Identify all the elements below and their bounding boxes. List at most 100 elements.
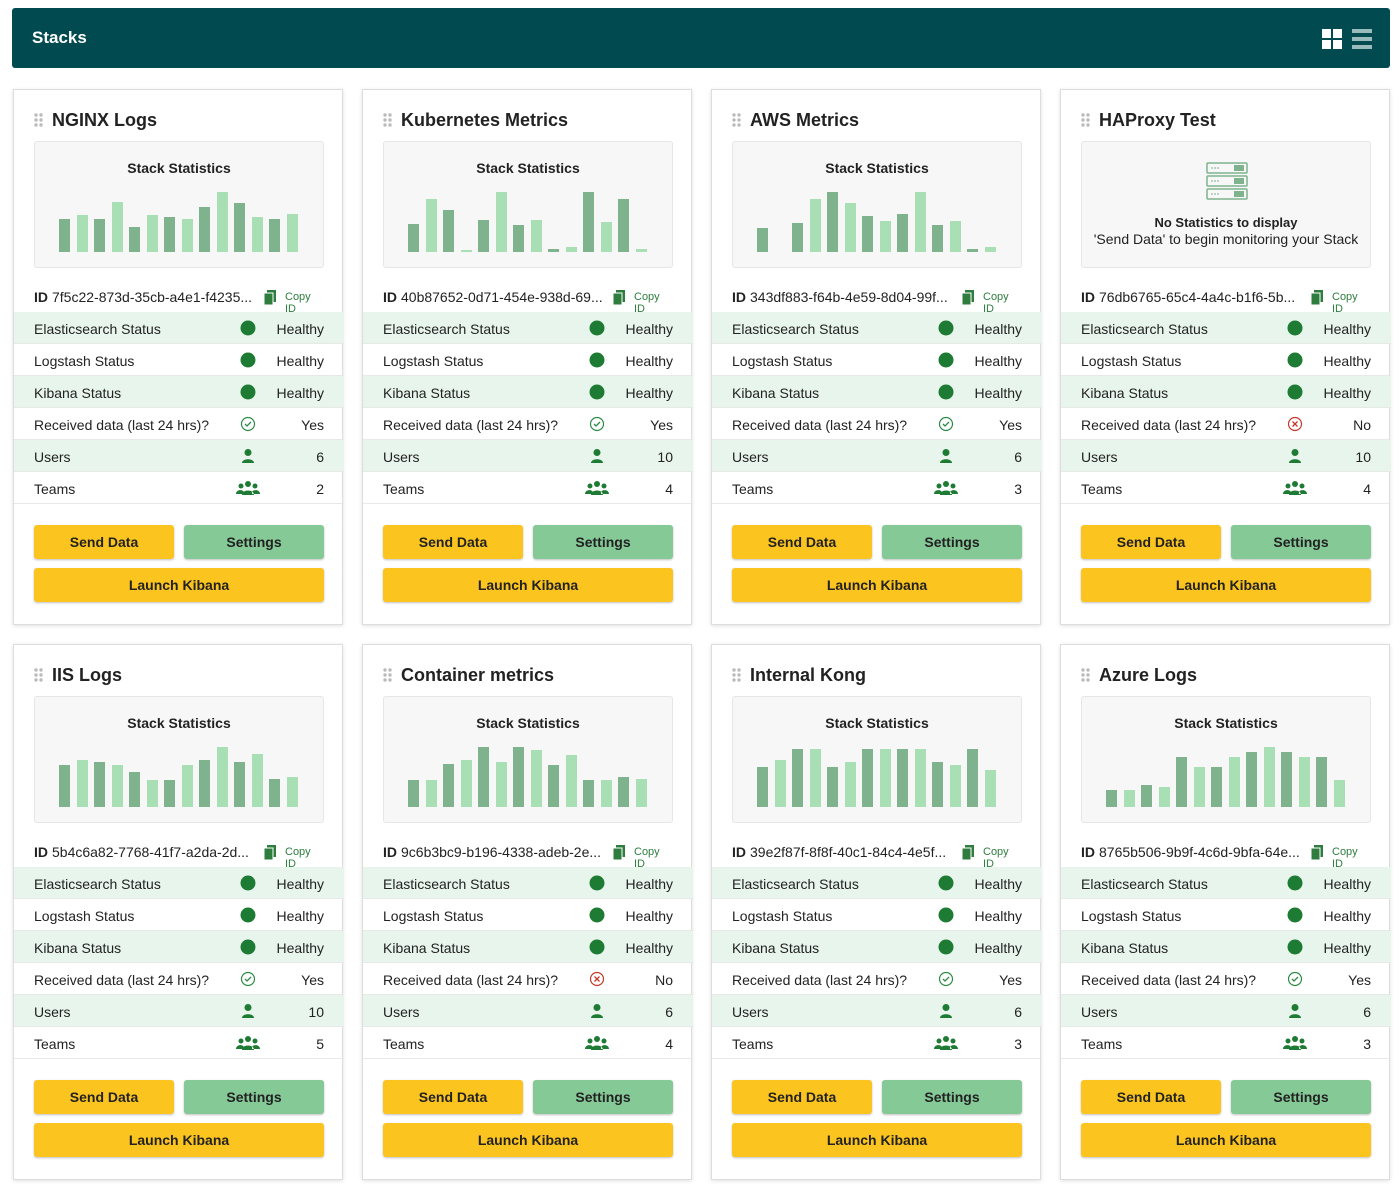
stat-bar <box>548 249 559 252</box>
copy-id[interactable]: Copy ID <box>1332 846 1358 870</box>
copy-id[interactable]: Copy ID <box>983 291 1009 315</box>
stat-bar <box>59 219 70 252</box>
stats-title: Stack Statistics <box>825 715 929 731</box>
no-stats-title: No Statistics to display <box>1154 215 1298 230</box>
stat-bar <box>251 217 263 252</box>
row-value: Healthy <box>974 876 1022 892</box>
settings-button[interactable]: Settings <box>533 1080 673 1114</box>
row-value: Healthy <box>974 385 1022 401</box>
row-icon <box>240 939 256 958</box>
stat-bar <box>757 228 768 252</box>
stat-bar <box>129 772 140 807</box>
launch-kibana-button[interactable]: Launch Kibana <box>383 1123 673 1157</box>
send-data-button[interactable]: Send Data <box>1081 1080 1221 1114</box>
row-label: Kibana Status <box>1081 385 1169 401</box>
row-label: Received data (last 24 hrs)? <box>383 417 559 433</box>
stat-bar <box>635 249 647 252</box>
row-value: Healthy <box>276 321 324 337</box>
row-icon <box>240 320 256 339</box>
copy-id[interactable]: Copy ID <box>285 846 311 870</box>
row-label: Logstash Status <box>34 353 135 369</box>
row-icon <box>236 480 260 499</box>
stat-bar <box>1298 757 1310 807</box>
stack-id: 39e2f87f-8f8f-40c1-84c4-4e5f... <box>750 844 947 860</box>
stat-bar <box>216 192 228 252</box>
id-prefix: ID <box>732 844 746 860</box>
settings-button[interactable]: Settings <box>1231 525 1371 559</box>
copy-id[interactable]: Copy ID <box>285 291 311 315</box>
stat-bar <box>164 780 175 807</box>
copy-id[interactable]: Copy ID <box>983 846 1009 870</box>
copy-id[interactable]: Copy ID <box>634 846 660 870</box>
row-icon <box>934 480 958 499</box>
send-data-button[interactable]: Send Data <box>732 1080 872 1114</box>
row-label: Kibana Status <box>732 385 820 401</box>
stat-bar <box>478 220 489 252</box>
stat-bar <box>286 214 298 252</box>
launch-kibana-button[interactable]: Launch Kibana <box>383 568 673 602</box>
row-value: Healthy <box>1323 353 1371 369</box>
settings-button[interactable]: Settings <box>184 525 324 559</box>
status-row: Logstash Status Healthy <box>712 344 1042 376</box>
row-value: 10 <box>1355 449 1371 465</box>
send-data-button[interactable]: Send Data <box>34 525 174 559</box>
launch-kibana-button[interactable]: Launch Kibana <box>1081 568 1371 602</box>
status-row: Users 6 <box>14 440 344 472</box>
id-prefix: ID <box>34 289 48 305</box>
settings-button[interactable]: Settings <box>1231 1080 1371 1114</box>
send-data-button[interactable]: Send Data <box>1081 525 1221 559</box>
settings-button[interactable]: Settings <box>533 525 673 559</box>
launch-kibana-button[interactable]: Launch Kibana <box>732 1123 1022 1157</box>
send-data-button[interactable]: Send Data <box>383 1080 523 1114</box>
drag-handle <box>1081 113 1091 132</box>
row-icon <box>589 971 605 990</box>
stats-title: Stack Statistics <box>476 715 580 731</box>
status-row: Received data (last 24 hrs)? No <box>1061 408 1391 440</box>
copy-icon <box>263 844 277 864</box>
row-label: Kibana Status <box>1081 940 1169 956</box>
row-icon <box>240 907 256 926</box>
status-row: Kibana Status Healthy <box>1061 376 1391 408</box>
row-label: Users <box>34 449 71 465</box>
settings-button[interactable]: Settings <box>882 525 1022 559</box>
id-prefix: ID <box>1081 289 1095 305</box>
row-value: Healthy <box>276 908 324 924</box>
row-icon <box>589 384 605 403</box>
view-toggle[interactable] <box>1322 28 1384 50</box>
row-icon <box>938 939 954 958</box>
row-value: 6 <box>1014 1004 1022 1020</box>
stat-bar <box>1193 766 1205 807</box>
row-label: Elasticsearch Status <box>383 321 510 337</box>
stat-bar <box>949 220 961 252</box>
settings-button[interactable]: Settings <box>184 1080 324 1114</box>
launch-kibana-button[interactable]: Launch Kibana <box>34 568 324 602</box>
status-row: Teams 5 <box>14 1027 344 1059</box>
row-value: 6 <box>665 1004 673 1020</box>
row-icon <box>1283 1035 1307 1054</box>
card-title: HAProxy Test <box>1099 110 1216 130</box>
stat-bar <box>513 747 524 807</box>
row-value: No <box>655 972 673 988</box>
launch-kibana-button[interactable]: Launch Kibana <box>34 1123 324 1157</box>
stats-title: Stack Statistics <box>825 160 929 176</box>
settings-button[interactable]: Settings <box>882 1080 1022 1114</box>
row-value: Yes <box>301 417 324 433</box>
send-data-button[interactable]: Send Data <box>34 1080 174 1114</box>
stat-bar <box>1333 780 1345 807</box>
row-value: 4 <box>665 481 673 497</box>
row-label: Logstash Status <box>732 908 833 924</box>
stat-bar <box>827 766 838 807</box>
launch-kibana-button[interactable]: Launch Kibana <box>732 568 1022 602</box>
stat-bar <box>94 219 105 252</box>
row-label: Teams <box>383 481 425 497</box>
stats-panel: Stack Statistics <box>732 696 1022 823</box>
send-data-button[interactable]: Send Data <box>383 525 523 559</box>
row-icon <box>240 1003 256 1022</box>
copy-id[interactable]: Copy ID <box>634 291 660 315</box>
row-icon <box>938 320 954 339</box>
copy-id[interactable]: Copy ID <box>1332 291 1358 315</box>
row-value: Yes <box>999 417 1022 433</box>
launch-kibana-button[interactable]: Launch Kibana <box>1081 1123 1371 1157</box>
stat-bar <box>914 748 926 807</box>
send-data-button[interactable]: Send Data <box>732 525 872 559</box>
